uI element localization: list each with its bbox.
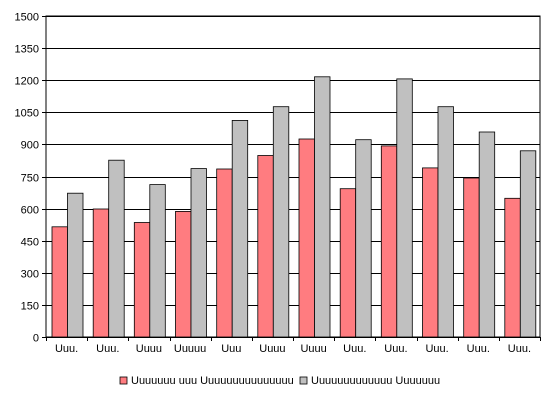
- bar-series2: [315, 77, 331, 337]
- bar-series1: [381, 146, 397, 337]
- bar-series2: [397, 79, 413, 337]
- bar-series1: [423, 168, 439, 337]
- x-tick-label: Uuuu: [259, 343, 285, 355]
- bar-series1: [134, 223, 150, 338]
- bar-series2: [438, 107, 454, 337]
- x-tick-label: Uuu.: [508, 343, 531, 355]
- legend-label: Uuuuuuuuuuuuu Uuuuuuu: [311, 375, 440, 387]
- x-tick-label: Uuuu: [136, 343, 162, 355]
- y-tick-label: 450: [21, 237, 39, 249]
- bar-series2: [273, 107, 289, 337]
- bar-series1: [464, 178, 480, 337]
- x-tick-label: Uuu.: [467, 343, 490, 355]
- bar-series2: [191, 169, 207, 337]
- x-tick-label: Uuu.: [425, 343, 448, 355]
- y-tick-label: 900: [21, 140, 39, 152]
- bar-series2: [520, 151, 536, 337]
- y-tick-label: 600: [21, 205, 39, 217]
- y-tick-label: 300: [21, 269, 39, 281]
- bar-series1: [340, 189, 356, 337]
- legend: Uuuuuuu uuu Uuuuuuuuuuuuuuu Uuuuuuuuuuuuu…: [120, 375, 440, 387]
- bar-series1: [176, 211, 192, 337]
- bar-series1: [505, 198, 521, 337]
- y-tick-label: 0: [33, 333, 39, 345]
- bar-series1: [52, 227, 68, 337]
- bar-series1: [258, 156, 274, 338]
- y-tick-label: 1200: [15, 76, 39, 88]
- x-tick-label: Uuuu: [300, 343, 326, 355]
- bar-series1: [299, 139, 315, 337]
- y-tick-label: 150: [21, 301, 39, 313]
- bar-series1: [217, 169, 233, 337]
- bar-series2: [479, 132, 495, 337]
- bar-series1: [93, 209, 109, 337]
- bar-series2: [232, 120, 248, 337]
- bar-series2: [109, 160, 125, 337]
- y-tick-labels: 0 150 300 450 600 750 900 1050 1200 1350 1500: [15, 12, 39, 345]
- x-tick-label: Uuuuu: [174, 343, 206, 355]
- bar-series2: [68, 193, 84, 337]
- x-tick-label: Uuu: [221, 343, 241, 355]
- y-tick-label: 1350: [15, 44, 39, 56]
- legend-swatch: [120, 377, 127, 384]
- x-tick-label: Uuu.: [343, 343, 366, 355]
- legend-swatch: [300, 377, 307, 384]
- x-tick-label: Uuu.: [384, 343, 407, 355]
- x-tick-label: Uuu.: [55, 343, 78, 355]
- y-tick-label: 750: [21, 173, 39, 185]
- legend-label: Uuuuuuu uuu Uuuuuuuuuuuuuuu: [131, 375, 294, 387]
- bar-series2: [356, 140, 372, 337]
- y-tick-label: 1050: [15, 108, 39, 120]
- x-tick-label: Uuu.: [96, 343, 119, 355]
- x-tick-labels: Uuu. Uuu. Uuuu Uuuuu Uuu Uuuu Uuuu Uuu. Uuu. Uuu.…: [55, 343, 531, 355]
- y-tick-label: 1500: [15, 12, 39, 24]
- bar-series2: [150, 185, 166, 337]
